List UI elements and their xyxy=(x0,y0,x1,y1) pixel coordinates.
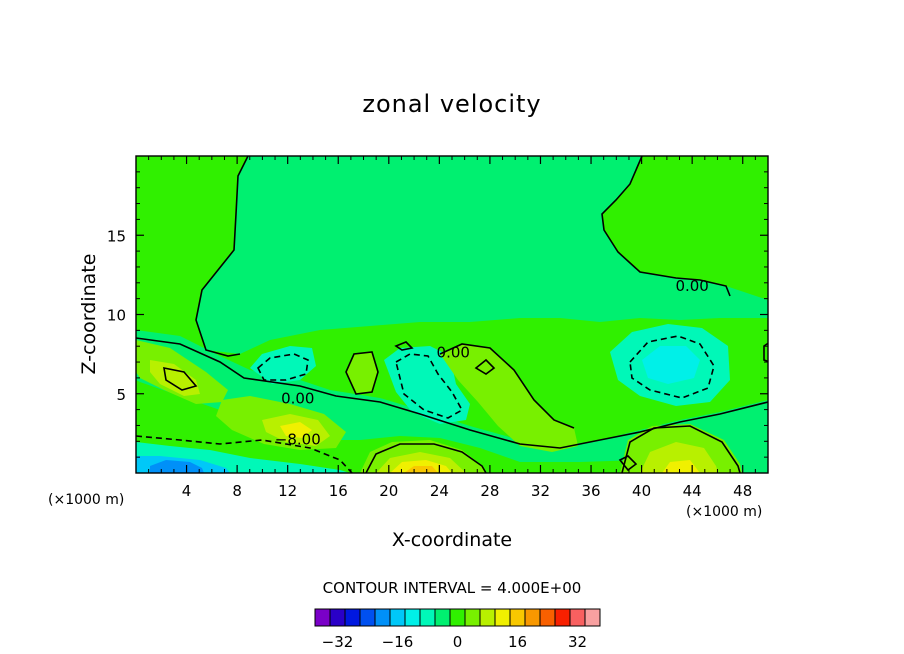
colorbar-label-3: 16 xyxy=(508,633,527,651)
colorbar-cell-18 xyxy=(584,608,601,627)
contour-line-positive-6 xyxy=(618,455,638,472)
field-region-negative-7 xyxy=(150,460,204,473)
colorbar-label-4: 32 xyxy=(568,633,587,651)
contour-line-positive-4 xyxy=(365,443,487,473)
colorbar-cell-14 xyxy=(524,608,541,627)
contour-line-positive-7 xyxy=(394,341,414,351)
x-tick-label-0: 4 xyxy=(182,482,192,500)
field-region-positive-7 xyxy=(440,344,578,452)
colorbar-cell-7 xyxy=(419,608,436,627)
contour-line-negative-1 xyxy=(257,353,309,381)
contour-labels: 0.00 −8.00 0.00 0.00 xyxy=(275,277,709,449)
colorbar-cell-5 xyxy=(389,608,406,627)
field-region-positive-11 xyxy=(404,466,438,473)
field-region-positive-2 xyxy=(150,360,200,396)
contour-line-positive-8 xyxy=(763,342,768,363)
colorbar-cell-4 xyxy=(374,608,391,627)
colorbar: −32 −16 0 16 32 xyxy=(314,608,601,651)
x-tick-label-10: 44 xyxy=(683,482,702,500)
y-axis: 5 10 15 xyxy=(107,171,768,458)
contour-line-positive-1 xyxy=(345,351,379,395)
colorbar-cell-12 xyxy=(494,608,511,627)
contour-line-negative-3 xyxy=(629,335,715,399)
contour-line-zero-upper-left xyxy=(195,156,249,357)
x-tick-label-5: 24 xyxy=(430,482,449,500)
field-region-positive-13 xyxy=(640,442,718,473)
plot-area xyxy=(136,156,768,473)
x-axis-label: X-coordinate xyxy=(392,529,512,551)
colorbar-label-1: −16 xyxy=(382,633,414,651)
x-unit-right: (×1000 m) xyxy=(686,504,762,520)
colorbar-cell-16 xyxy=(554,608,571,627)
contour-label-3: 0.00 xyxy=(675,277,708,295)
y-tick-label-2: 15 xyxy=(107,227,126,245)
x-unit-left: (×1000 m) xyxy=(48,492,124,508)
colorbar-cell-11 xyxy=(479,608,496,627)
x-tick-label-2: 12 xyxy=(278,482,297,500)
y-axis-label: Z-coordinate xyxy=(78,254,100,375)
colorbar-cell-6 xyxy=(404,608,421,627)
x-tick-label-9: 40 xyxy=(632,482,651,500)
colorbar-cell-10 xyxy=(464,608,481,627)
x-axis: 4 8 12 16 20 24 28 32 36 40 44 48 xyxy=(148,156,756,500)
field-region-positive-6 xyxy=(346,352,378,394)
colorbar-cell-2 xyxy=(344,608,361,627)
x-tick-label-8: 36 xyxy=(581,482,600,500)
x-tick-label-7: 32 xyxy=(531,482,550,500)
contour-label-1: −8.00 xyxy=(275,431,321,449)
chart-title: zonal velocity xyxy=(362,90,541,118)
contour-label-0: 0.00 xyxy=(281,390,314,408)
contour-lines xyxy=(136,156,768,473)
field-region-positive-5 xyxy=(280,422,312,438)
colorbar-label-2: 0 xyxy=(453,633,463,651)
field-region-positive-14 xyxy=(662,460,700,473)
colorbar-cell-17 xyxy=(569,608,586,627)
colorbar-cell-0 xyxy=(314,608,331,627)
x-tick-label-4: 20 xyxy=(379,482,398,500)
contour-line-positive-9 xyxy=(163,366,198,391)
contour-label-2: 0.00 xyxy=(437,344,470,362)
x-tick-label-3: 16 xyxy=(329,482,348,500)
field-region-negative-4 xyxy=(642,346,700,384)
x-tick-label-1: 8 xyxy=(232,482,242,500)
colorbar-cell-9 xyxy=(449,608,466,627)
colorbar-cell-3 xyxy=(359,608,376,627)
colorbar-cell-8 xyxy=(434,608,451,627)
colorbar-cell-1 xyxy=(329,608,346,627)
contour-line-positive-2 xyxy=(439,343,575,429)
contour-line-zero-upper-right xyxy=(601,156,731,297)
contour-interval-text: CONTOUR INTERVAL = 4.000E+00 xyxy=(323,579,582,597)
colorbar-cell-13 xyxy=(509,608,526,627)
contour-line-negative-2 xyxy=(395,353,464,419)
contour-line-minus8 xyxy=(136,435,353,473)
colorbar-cell-15 xyxy=(539,608,556,627)
y-tick-label-1: 10 xyxy=(107,307,126,325)
x-tick-label-11: 48 xyxy=(733,482,752,500)
contour-line-positive-3 xyxy=(474,358,496,375)
contour-line-positive-5 xyxy=(621,425,741,473)
x-tick-label-6: 28 xyxy=(480,482,499,500)
colorbar-label-0: −32 xyxy=(322,633,354,651)
y-tick-label-0: 5 xyxy=(116,386,126,404)
